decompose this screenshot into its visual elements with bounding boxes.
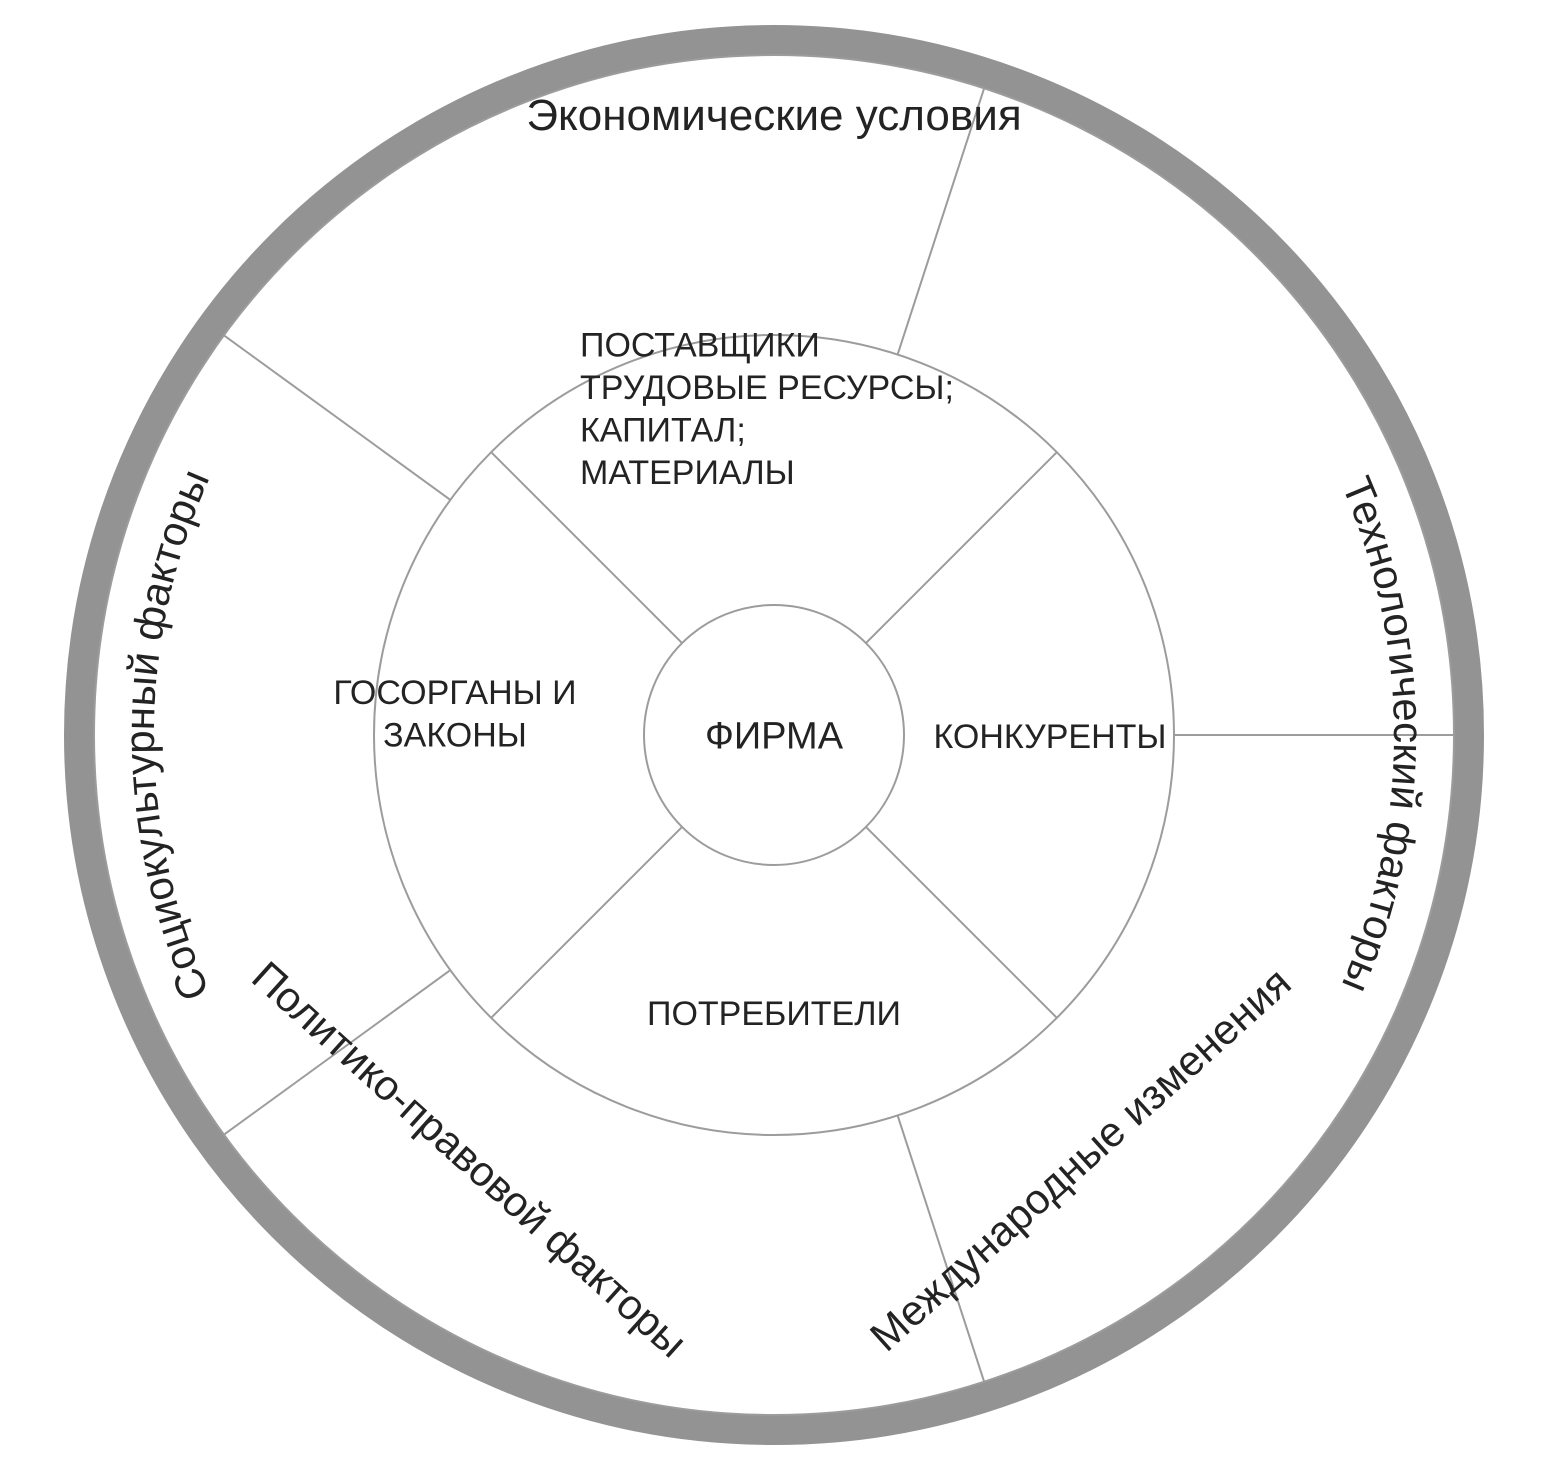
inner-sector-consumers: ПОТРЕБИТЕЛИ: [647, 995, 901, 1033]
core-label: ФИРМА: [705, 715, 844, 757]
inner-sector-label: ПОСТАВЩИКИ: [580, 326, 820, 364]
outer-sector-economic: Экономические условия: [526, 91, 1021, 140]
inner-sector-label: КОНКУРЕНТЫ: [934, 718, 1167, 756]
inner-sector-label: КАПИТАЛ;: [580, 411, 746, 449]
inner-sector-label: ГОСОРГАНЫ И: [333, 674, 576, 712]
inner-sector-competitors: КОНКУРЕНТЫ: [934, 718, 1167, 756]
inner-sector-label: МАТЕРИАЛЫ: [580, 454, 795, 492]
inner-sector-label: ТРУДОВЫЕ РЕСУРСЫ;: [580, 369, 954, 407]
inner-sector-label: ПОТРЕБИТЕЛИ: [647, 995, 901, 1033]
inner-sector-label: ЗАКОНЫ: [383, 716, 527, 754]
